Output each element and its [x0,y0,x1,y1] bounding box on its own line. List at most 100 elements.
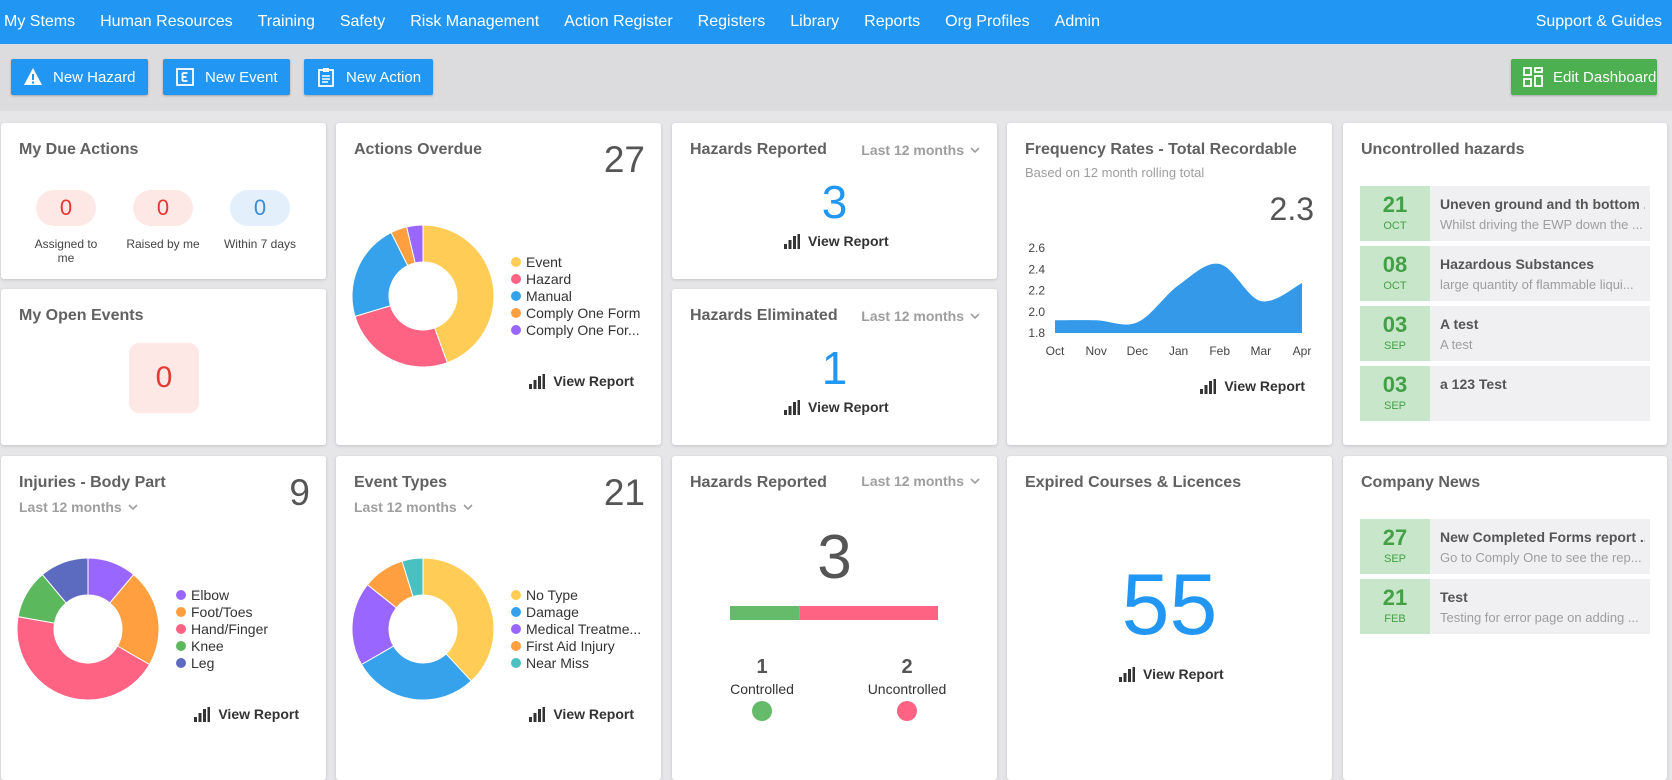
list-item[interactable]: 21 OCT Uneven ground and th bottom ... Whil… [1360,186,1650,241]
view-report-link[interactable]: View Report [1119,666,1224,682]
big-number: 3 [821,176,848,228]
legend-swatch [176,641,186,651]
nav-item[interactable]: Reports [864,13,921,30]
legend-label: Damage [526,604,579,620]
period-dropdown[interactable]: Last 12 months [861,308,980,324]
y-tick-label: 2.0 [1028,305,1045,319]
legend-label: Hand/Finger [191,621,268,637]
view-report-link[interactable]: View Report [784,399,889,415]
legend-swatch [176,658,186,668]
list-item[interactable]: 27 SEP New Completed Forms report ... Go to… [1360,519,1650,574]
count-label: Raised by me [126,237,200,251]
legend-label: Near Miss [526,655,589,671]
period-dropdown[interactable]: Last 12 months [861,473,980,489]
donut-segment [401,557,424,598]
report-icon [529,373,546,389]
nav-item[interactable]: Safety [339,13,386,30]
card-title: Uncontrolled hazards [1361,141,1525,158]
link-text: View Report [1224,378,1305,394]
list-item[interactable]: 03 SEP A test A test [1360,306,1650,361]
new-hazard-button[interactable]: New Hazard [11,59,148,95]
count-label: Assigned to me [34,237,98,265]
legend-swatch [176,624,186,634]
open-events-count[interactable]: 0 [129,343,199,413]
donut-segment [422,557,495,682]
card-title: My Due Actions [19,141,139,158]
view-report-link[interactable]: View Report [529,373,634,389]
period-dropdown[interactable]: Last 12 months [861,142,980,158]
nav-item[interactable]: Human Resources [100,13,233,30]
item-description: A test [1440,337,1473,352]
legend-label: Elbow [191,587,230,603]
legend-swatch [511,607,521,617]
view-report-link[interactable]: View Report [194,706,299,722]
nav-item[interactable]: Admin [1054,13,1100,30]
date-month: SEP [1383,340,1406,352]
donut-segment [406,224,424,264]
button-label: New Event [205,68,278,86]
nav-support[interactable]: Support & Guides [1535,13,1662,30]
donut-segment [41,557,89,604]
my-due-actions-card: My Due Actions 0 Assigned to me 0 Raised by … [1,123,326,279]
rate-value: 2.3 [1269,191,1314,227]
button-icon [1523,67,1543,87]
period-dropdown[interactable]: Last 12 months [19,499,138,515]
card-title: Hazards Eliminated [690,307,838,324]
nav-item[interactable]: Risk Management [410,13,540,30]
status-count: 1 [756,656,767,678]
item-title: a 123 Test [1440,376,1507,392]
nav-item[interactable]: My Stems [4,13,76,30]
nav-item[interactable]: Action Register [564,13,673,30]
link-text: View Report [808,399,889,415]
period-text: Last 12 months [861,473,964,489]
count-pill[interactable]: 0 [36,190,96,226]
nav-item[interactable]: Training [257,13,315,30]
top-nav: My Stems Human Resources Training Safety Ris… [0,0,1672,44]
nav-item[interactable]: Registers [697,13,766,30]
status-label: Controlled [730,681,794,697]
actions-overdue-card: Actions Overdue 27 Event Hazard Manual Comply… [336,123,661,445]
list-item[interactable]: 03 SEP a 123 Test [1360,366,1650,421]
status-dot [752,701,772,721]
date-day: 08 [1382,252,1408,277]
total-count: 9 [289,472,310,513]
count-pill[interactable]: 0 [230,190,290,226]
view-report-link[interactable]: View Report [529,706,634,722]
period-text: Last 12 months [861,308,964,324]
legend-label: No Type [526,587,578,603]
y-tick-label: 1.8 [1028,326,1045,340]
count-label: Within 7 days [223,237,297,251]
date-month: OCT [1383,220,1407,232]
y-tick-label: 2.2 [1028,284,1045,298]
period-dropdown[interactable]: Last 12 months [354,499,473,515]
list-item[interactable]: 21 FEB Test Testing for error page on addin… [1360,579,1650,634]
total-count: 21 [603,472,645,513]
list-item[interactable]: 08 OCT Hazardous Substances large quantity … [1360,246,1650,301]
new-event-button[interactable]: New Event [163,59,290,95]
status-dot [897,701,917,721]
item-title: Uneven ground and th bottom ... [1440,196,1645,212]
new-action-button[interactable]: New Action [304,59,434,95]
legend-label: Comply One Form [526,305,640,321]
period-text: Last 12 months [354,499,457,515]
y-tick-label: 2.4 [1028,262,1045,276]
view-report-link[interactable]: View Report [1200,378,1305,394]
legend-label: Hazard [526,271,571,287]
count-pill[interactable]: 0 [133,190,193,226]
view-report-link[interactable]: View Report [784,233,889,249]
legend-swatch [511,308,521,318]
card-title: Company News [1361,474,1481,491]
edit-dashboard-button[interactable]: Edit Dashboard [1511,59,1657,95]
period-text: Last 12 months [19,499,122,515]
nav-item[interactable]: Org Profiles [945,13,1030,30]
button-label: New Action [346,68,422,86]
legend-label: Comply One For... [526,322,640,338]
nav-item[interactable]: Library [790,13,840,30]
legend-swatch [511,291,521,301]
item-description: large quantity of flammable liqui... [1440,277,1634,292]
card-title: Injuries - Body Part [19,474,166,491]
